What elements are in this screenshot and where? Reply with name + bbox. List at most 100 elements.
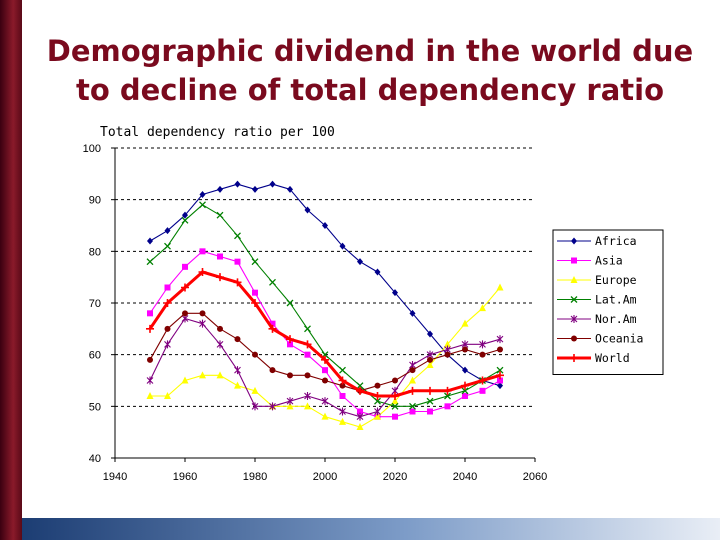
point-europe-marker — [444, 340, 451, 348]
point-asia-marker — [252, 289, 258, 296]
point-europe-marker — [356, 423, 364, 430]
point-asia-marker — [339, 393, 346, 399]
point-world-marker — [251, 299, 259, 307]
point-africa-marker — [462, 366, 468, 374]
point-europe-marker — [164, 392, 171, 399]
point-asia-marker — [427, 408, 433, 415]
point-world-marker — [268, 324, 277, 333]
point-lat-am-marker — [181, 216, 189, 224]
point-europe-marker — [286, 402, 294, 410]
point-lat-am-marker — [409, 402, 416, 410]
point-world-marker — [321, 355, 329, 364]
point-world-marker — [303, 340, 312, 349]
point-world-marker — [233, 278, 242, 287]
point-europe-marker — [409, 376, 416, 384]
left-decorative-bar — [0, 0, 22, 540]
point-oceania-marker — [217, 325, 223, 332]
point-world-marker — [146, 324, 154, 333]
y-tick-label: 90 — [89, 195, 101, 207]
point-nor-am-marker — [374, 407, 381, 416]
y-tick-label: 60 — [89, 350, 101, 362]
point-oceania-marker — [164, 325, 171, 332]
series-europe — [146, 283, 504, 430]
legend-entry-lat-am: Lat.Am — [557, 293, 637, 307]
point-africa-marker — [287, 185, 293, 193]
point-asia-marker — [479, 387, 486, 394]
x-tick-label: 1980 — [243, 471, 267, 483]
point-africa-marker — [322, 222, 328, 229]
y-tick-label: 100 — [83, 143, 101, 155]
point-world-marker — [461, 381, 469, 390]
point-europe-marker — [181, 376, 189, 384]
point-asia-marker — [304, 351, 311, 358]
point-oceania-marker — [392, 377, 398, 384]
point-nor-am-marker — [216, 340, 224, 349]
point-world-marker — [181, 283, 189, 292]
legend-oceania-marker — [571, 335, 577, 342]
point-oceania-marker — [462, 346, 468, 353]
point-africa-marker — [164, 227, 171, 235]
point-oceania-marker — [409, 367, 416, 374]
legend-entry-oceania: Oceania — [557, 332, 643, 346]
point-world-marker — [426, 386, 434, 395]
point-lat-am-marker — [444, 392, 451, 400]
point-world-marker — [496, 371, 504, 380]
point-africa-marker — [217, 185, 223, 193]
point-europe-marker — [146, 392, 154, 399]
point-asia-marker — [357, 408, 363, 415]
point-nor-am-marker — [479, 340, 486, 349]
legend-label-asia: Asia — [595, 254, 623, 268]
point-africa-marker — [199, 191, 206, 198]
point-africa-marker — [304, 206, 311, 214]
point-europe-marker — [234, 381, 241, 389]
point-oceania-marker — [374, 382, 381, 389]
series-oceania — [147, 310, 503, 394]
point-africa-marker — [234, 180, 241, 188]
point-lat-am-marker — [216, 211, 224, 219]
point-europe-marker — [216, 371, 224, 379]
point-europe-marker — [304, 402, 311, 410]
point-africa-marker — [147, 237, 153, 245]
bottom-decorative-bar — [22, 518, 720, 540]
legend-europe-marker — [570, 276, 578, 283]
point-nor-am-marker — [269, 402, 276, 411]
series-world — [146, 268, 504, 400]
point-oceania-marker — [444, 351, 451, 358]
point-europe-marker — [339, 417, 346, 425]
point-oceania-marker — [497, 346, 503, 353]
point-oceania-marker — [147, 356, 153, 363]
point-lat-am-marker — [286, 299, 294, 307]
point-nor-am-marker — [286, 397, 294, 406]
point-nor-am-marker — [321, 397, 329, 406]
series-asia — [147, 248, 503, 420]
point-lat-am-marker — [199, 201, 206, 209]
point-asia-marker — [444, 403, 451, 410]
point-world-marker — [443, 386, 452, 395]
point-lat-am-marker — [164, 242, 171, 250]
legend-label-europe: Europe — [595, 273, 637, 287]
point-europe-marker — [251, 386, 259, 394]
point-europe-marker — [426, 361, 434, 368]
point-oceania-marker — [182, 310, 188, 317]
point-africa-marker — [497, 382, 503, 390]
point-africa-marker — [252, 185, 258, 193]
x-tick-label: 2040 — [453, 471, 477, 483]
legend-label-lat-am: Lat.Am — [595, 293, 637, 307]
point-asia-marker — [182, 263, 188, 270]
point-world-marker — [286, 335, 294, 344]
point-oceania-marker — [479, 351, 486, 358]
point-world-marker — [408, 386, 417, 395]
legend-label-africa: Africa — [595, 234, 637, 248]
y-tick-label: 70 — [89, 298, 101, 310]
point-world-marker — [216, 273, 224, 282]
x-tick-label: 2000 — [313, 471, 337, 483]
point-nor-am-marker — [339, 407, 346, 416]
y-tick-label: 40 — [89, 453, 101, 465]
legend-world-marker — [570, 354, 578, 362]
legend-lat-am-marker — [570, 296, 578, 303]
legend-nor-am-marker — [570, 315, 578, 323]
y-tick-label: 50 — [89, 401, 101, 413]
y-tick-label: 80 — [89, 246, 101, 258]
legend-africa-marker — [571, 237, 577, 245]
